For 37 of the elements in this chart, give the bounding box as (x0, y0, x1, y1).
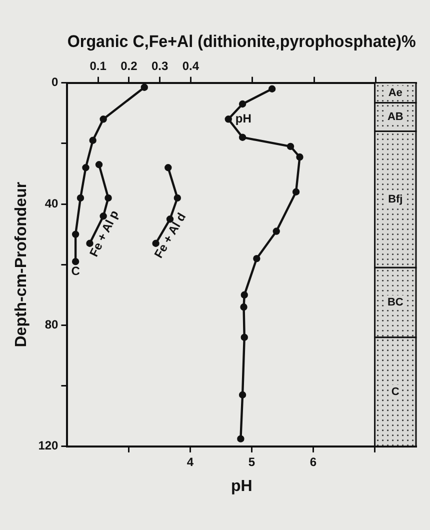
band-label: BC (387, 296, 404, 309)
x-tick-label: 4 (186, 454, 194, 469)
x2-tick-label: 0.3 (151, 58, 168, 73)
point (240, 334, 248, 341)
point (272, 228, 280, 235)
band-label: AB (387, 111, 404, 124)
point (286, 142, 294, 150)
band-label: Bfj (388, 193, 403, 206)
x2-tick-label: 0.1 (90, 58, 107, 73)
point (253, 254, 260, 262)
text: Fe + Al d (151, 210, 189, 261)
y-tick-label: 0 (52, 75, 59, 90)
point (238, 134, 246, 141)
point (224, 116, 232, 123)
series-label: pH (235, 111, 252, 126)
point (292, 188, 300, 196)
x2-tick-label: 0.4 (182, 58, 200, 73)
point (240, 291, 248, 298)
y-axis-title: Depth-cm-Profondeur (13, 182, 30, 348)
x2-tick-label: 0.2 (120, 58, 138, 73)
x2-axis-title: Organic C,Fe+Al (dithionite,pyrophosphate)% (67, 31, 416, 51)
x-axis-title: pH (230, 478, 252, 495)
series-label: C (71, 264, 80, 278)
y-tick-label: 120 (38, 438, 59, 453)
point (238, 100, 246, 108)
y-tick-label: 80 (44, 318, 59, 332)
point (238, 391, 246, 398)
point (237, 435, 244, 442)
band-label: Ae (388, 86, 402, 99)
text: Fe + Al p (86, 208, 122, 259)
y-tick-label: 40 (44, 196, 59, 210)
x-tick-label: 5 (248, 454, 256, 469)
point (240, 303, 248, 311)
x-tick-label: 6 (310, 454, 317, 469)
band-label: C (391, 386, 400, 398)
point (268, 85, 276, 92)
point (296, 153, 304, 161)
